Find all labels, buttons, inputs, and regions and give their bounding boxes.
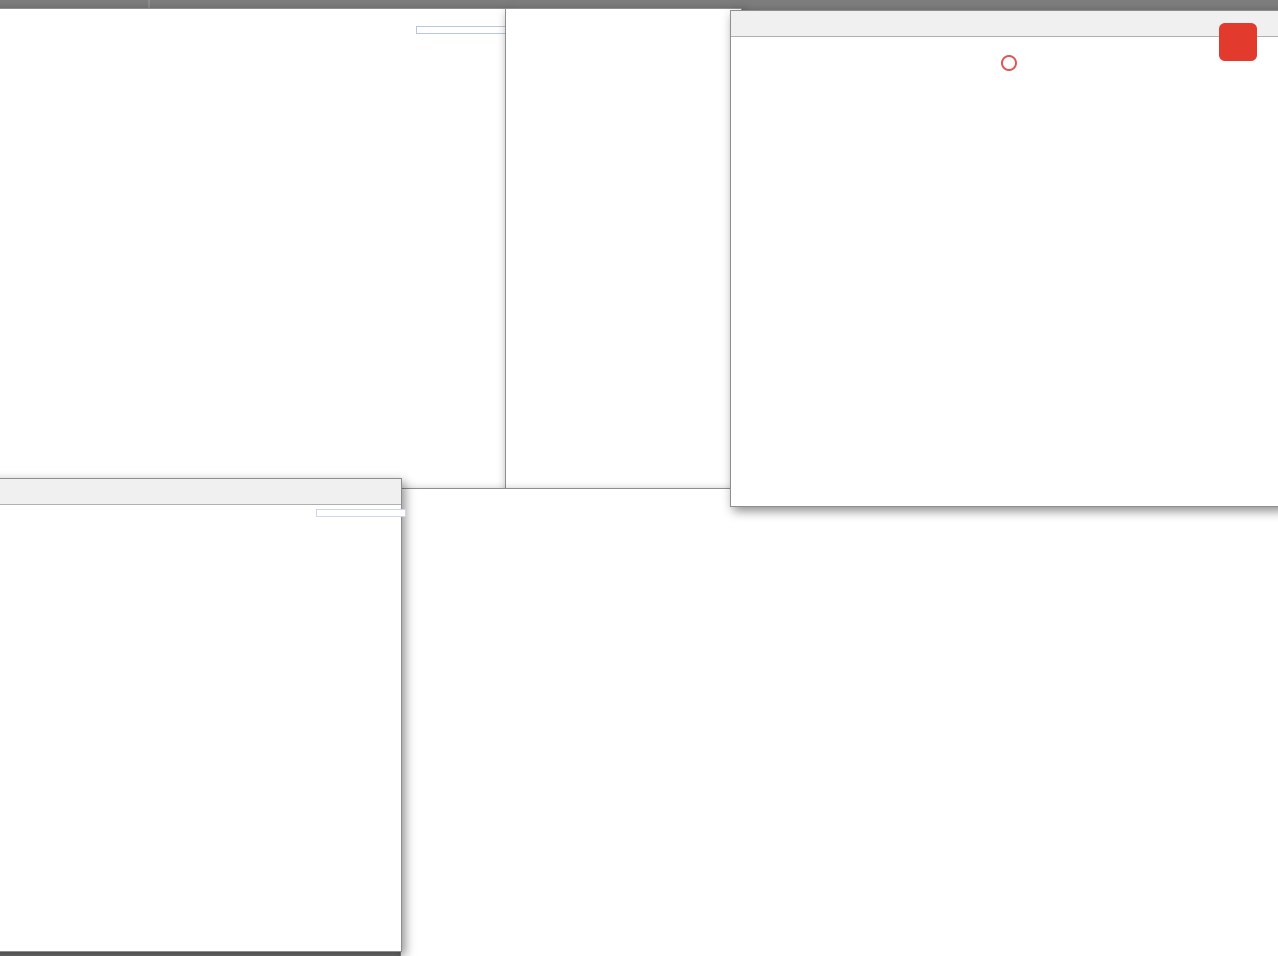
holding-tabbar <box>731 11 1278 37</box>
multi-tabbar <box>0 479 401 505</box>
window-equity-curves <box>0 8 512 492</box>
window-trade-bubbles <box>400 488 1278 956</box>
equity-chart <box>0 9 507 491</box>
bubble-chart <box>401 489 1278 956</box>
window-profit-bars <box>505 8 742 492</box>
window-holding-distribution <box>730 10 1278 507</box>
max-profit-marker-icon <box>1001 55 1017 71</box>
equity-legend <box>416 26 512 34</box>
holding-chart <box>731 37 1278 506</box>
window-multi-symbol-curves <box>0 478 406 952</box>
bars-chart <box>506 9 741 491</box>
app-logo-icon[interactable] <box>1219 23 1257 61</box>
multi-chart <box>0 505 401 951</box>
multi-legend <box>316 509 406 517</box>
